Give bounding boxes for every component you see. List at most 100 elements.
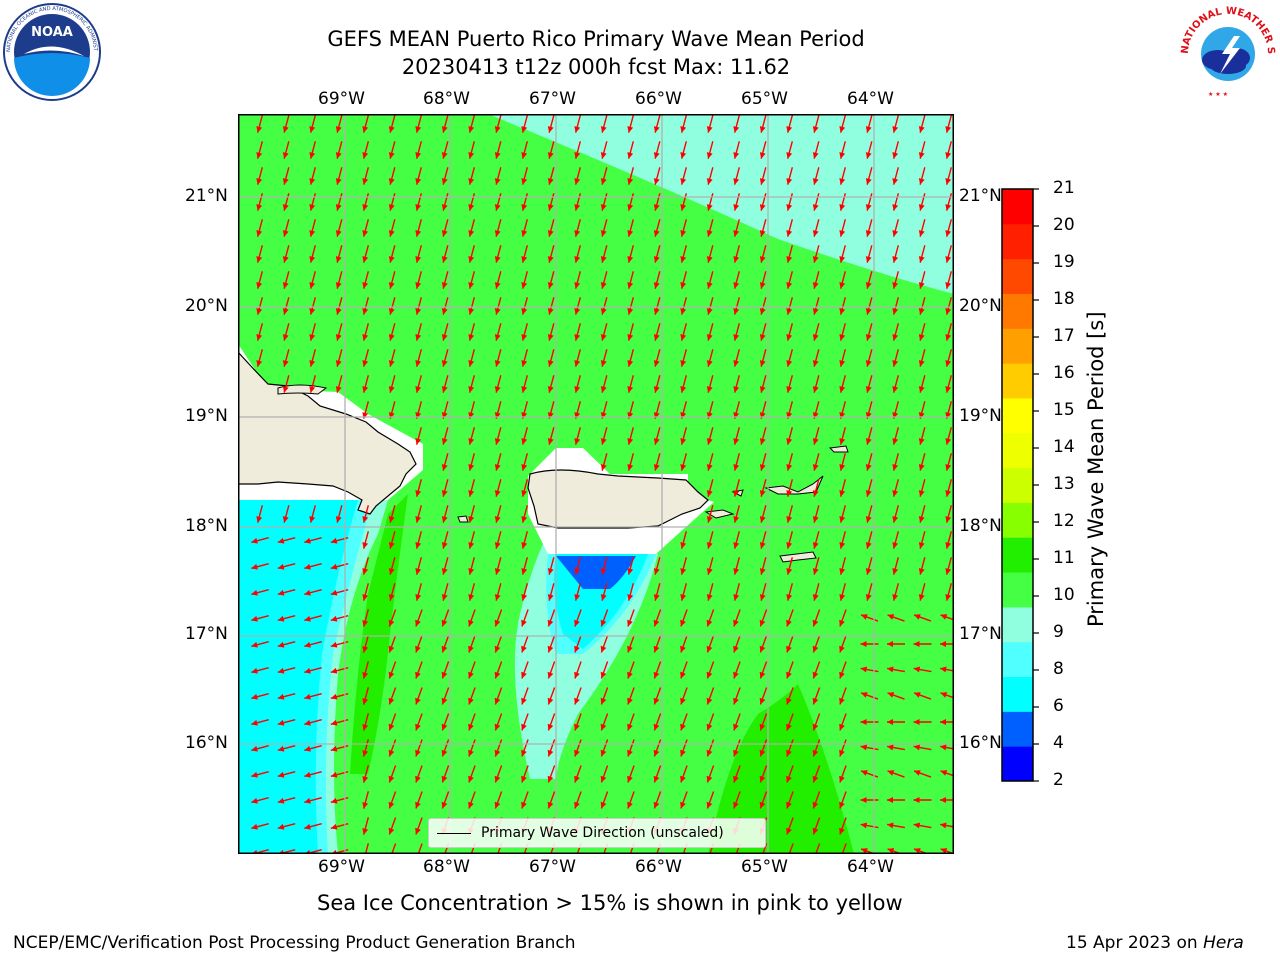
wave-direction-arrow <box>653 271 661 289</box>
wave-direction-arrow <box>600 297 608 315</box>
wave-direction-arrow <box>362 791 370 809</box>
wave-direction-arrow <box>680 349 688 367</box>
wave-direction-arrow <box>680 245 688 263</box>
wave-direction-arrow <box>468 453 476 471</box>
wave-direction-arrow <box>256 115 264 133</box>
wave-direction-arrow <box>309 505 317 523</box>
wave-direction-arrow <box>362 167 370 185</box>
wave-direction-arrow <box>733 791 741 809</box>
wave-direction-arrow <box>415 271 423 289</box>
wave-direction-arrow <box>812 349 820 367</box>
wave-direction-arrow <box>600 219 608 237</box>
wave-direction-arrow <box>945 219 953 237</box>
wave-direction-arrow <box>600 609 609 627</box>
lon-label-bottom-66w: 66°W <box>635 857 682 877</box>
wave-direction-arrow <box>335 323 343 341</box>
wave-direction-arrow <box>627 349 635 367</box>
wave-direction-arrow <box>282 141 290 159</box>
wave-direction-arrow <box>653 687 662 705</box>
wave-direction-arrow <box>627 375 635 393</box>
wave-direction-arrow <box>494 115 502 133</box>
wave-direction-arrow <box>304 536 322 544</box>
wave-direction-arrow <box>812 505 820 523</box>
wave-direction-arrow <box>388 687 397 705</box>
wave-direction-arrow <box>786 453 794 471</box>
wave-direction-arrow <box>415 687 423 705</box>
lat-label-right-16n: 16°N <box>959 733 1002 753</box>
wave-direction-arrow <box>494 219 502 237</box>
wave-direction-arrow <box>653 349 661 367</box>
wave-direction-arrow <box>865 479 873 497</box>
wave-direction-arrow <box>388 713 397 731</box>
wave-direction-arrow <box>282 219 290 237</box>
wave-direction-arrow <box>600 245 608 263</box>
wave-direction-arrow <box>521 427 529 445</box>
colorbar-tick-label: 6 <box>1053 696 1064 716</box>
wave-direction-arrow <box>547 557 555 575</box>
wave-direction-arrow <box>653 583 661 601</box>
wave-direction-arrow <box>812 661 821 679</box>
wave-direction-arrow <box>786 245 794 263</box>
wave-direction-arrow <box>468 271 476 289</box>
wave-direction-arrow <box>627 115 635 133</box>
colorbar-block <box>1002 328 1033 364</box>
wave-direction-arrow <box>388 115 396 133</box>
wave-direction-arrow <box>680 193 688 211</box>
wave-direction-arrow <box>277 796 296 804</box>
wave-direction-arrow <box>653 297 661 315</box>
wave-direction-arrow <box>733 427 741 445</box>
wave-direction-arrow <box>706 271 714 289</box>
wave-direction-arrow <box>680 271 688 289</box>
wave-direction-arrow <box>309 193 317 211</box>
wave-direction-arrow <box>706 635 715 653</box>
wave-direction-arrow <box>600 557 608 575</box>
wave-direction-arrow <box>494 713 503 731</box>
wave-direction-arrow <box>547 193 555 211</box>
wave-direction-arrow <box>521 557 529 575</box>
wave-direction-arrow <box>865 115 873 133</box>
wave-direction-arrow <box>335 193 343 211</box>
wave-direction-arrow <box>388 739 397 757</box>
wave-direction-arrow <box>388 141 396 159</box>
wave-direction-arrow <box>759 505 767 523</box>
wave-direction-arrow <box>627 557 635 575</box>
wave-direction-arrow <box>468 557 476 575</box>
wave-direction-arrow <box>839 583 847 601</box>
wave-direction-arrow <box>940 666 954 673</box>
wave-direction-arrow <box>892 427 900 445</box>
wave-direction-arrow <box>860 641 879 647</box>
wave-direction-arrow <box>653 245 661 263</box>
wave-direction-arrow <box>494 453 502 471</box>
colorbar-tick-label: 12 <box>1053 511 1075 531</box>
wave-direction-arrow <box>547 245 555 263</box>
wave-direction-arrow <box>759 791 768 809</box>
wave-direction-arrow <box>812 167 820 185</box>
wave-direction-arrow <box>574 739 582 757</box>
colorbar-tick-label: 17 <box>1053 326 1075 346</box>
wave-direction-arrow <box>600 661 609 679</box>
footer-host: Hera <box>1203 933 1244 953</box>
wave-direction-arrow <box>839 661 847 679</box>
wave-direction-arrow <box>786 609 794 627</box>
wave-direction-arrow <box>759 765 768 783</box>
footer-branch: NCEP/EMC/Verification Post Processing Pr… <box>13 933 576 953</box>
wave-direction-arrow <box>706 141 714 159</box>
wave-direction-arrow <box>468 583 476 601</box>
wave-direction-arrow <box>918 427 926 445</box>
wave-direction-arrow <box>600 167 608 185</box>
wave-direction-arrow <box>304 614 322 622</box>
wave-direction-arrow <box>415 713 423 731</box>
colorbar-tick-label: 20 <box>1053 215 1075 235</box>
wave-direction-arrow <box>362 609 370 627</box>
wave-direction-arrow <box>547 271 555 289</box>
wave-direction-arrow <box>706 713 715 731</box>
colorbar-tick-label: 9 <box>1053 622 1064 642</box>
wave-direction-arrow <box>441 557 449 575</box>
wave-direction-arrow <box>680 323 688 341</box>
wave-direction-arrow <box>733 375 741 393</box>
wave-direction-arrow <box>277 666 296 674</box>
lon-label-top-68w: 68°W <box>423 89 470 109</box>
colorbar-tick-label: 8 <box>1053 659 1064 679</box>
wave-direction-arrow <box>494 479 502 497</box>
wave-direction-arrow <box>733 323 741 341</box>
